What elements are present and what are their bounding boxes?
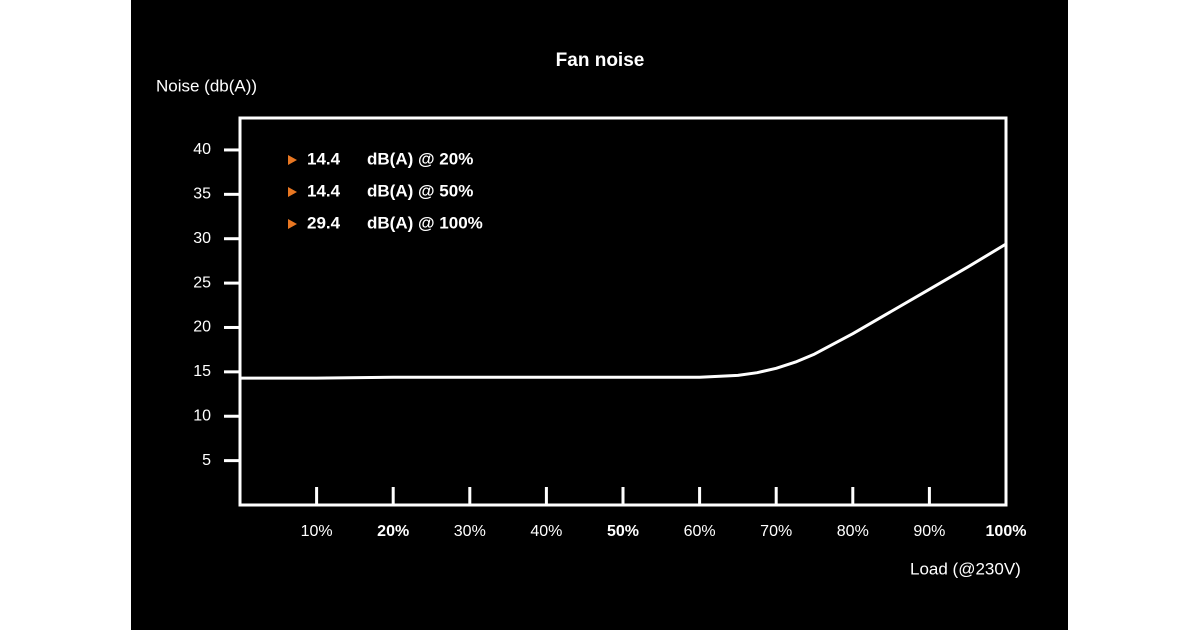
y-axis-label: Noise (db(A)) — [156, 76, 257, 95]
line-series — [240, 242, 1007, 380]
plot-frame — [238, 116, 1008, 507]
y-tick-label: 40 — [193, 141, 211, 158]
x-tick-label: 10% — [301, 523, 333, 540]
y-tick-label: 5 — [202, 452, 211, 469]
x-tick-label: 30% — [454, 523, 486, 540]
x-tick-label: 100% — [986, 523, 1027, 540]
y-tick-label: 25 — [193, 274, 211, 291]
annotation-value: 29.4 — [307, 213, 341, 232]
y-tick-label: 30 — [193, 230, 211, 247]
annotation-marker — [288, 155, 297, 165]
annotation-marker — [288, 187, 297, 197]
chart-title: Fan noise — [556, 50, 645, 71]
x-tick-label: 50% — [607, 523, 639, 540]
x-axis-label: Load (@230V) — [910, 559, 1021, 578]
x-tick-label: 90% — [913, 523, 945, 540]
x-tick-label: 60% — [684, 523, 716, 540]
annotation-text: dB(A) @ 100% — [367, 213, 483, 232]
y-tick-label: 10 — [193, 407, 211, 424]
annotation-value: 14.4 — [307, 149, 341, 168]
x-tick-label: 40% — [530, 523, 562, 540]
x-tick-label: 20% — [377, 523, 409, 540]
y-tick-label: 15 — [193, 363, 211, 380]
annotation-value: 14.4 — [307, 181, 341, 200]
annotation-text: dB(A) @ 50% — [367, 181, 473, 200]
x-tick-label: 80% — [837, 523, 869, 540]
panel — [131, 0, 1068, 630]
annotation-text: dB(A) @ 20% — [367, 149, 473, 168]
y-tick-label: 20 — [193, 319, 211, 336]
y-tick-label: 35 — [193, 186, 211, 203]
annotation-marker — [288, 219, 297, 229]
x-tick-label: 70% — [760, 523, 792, 540]
